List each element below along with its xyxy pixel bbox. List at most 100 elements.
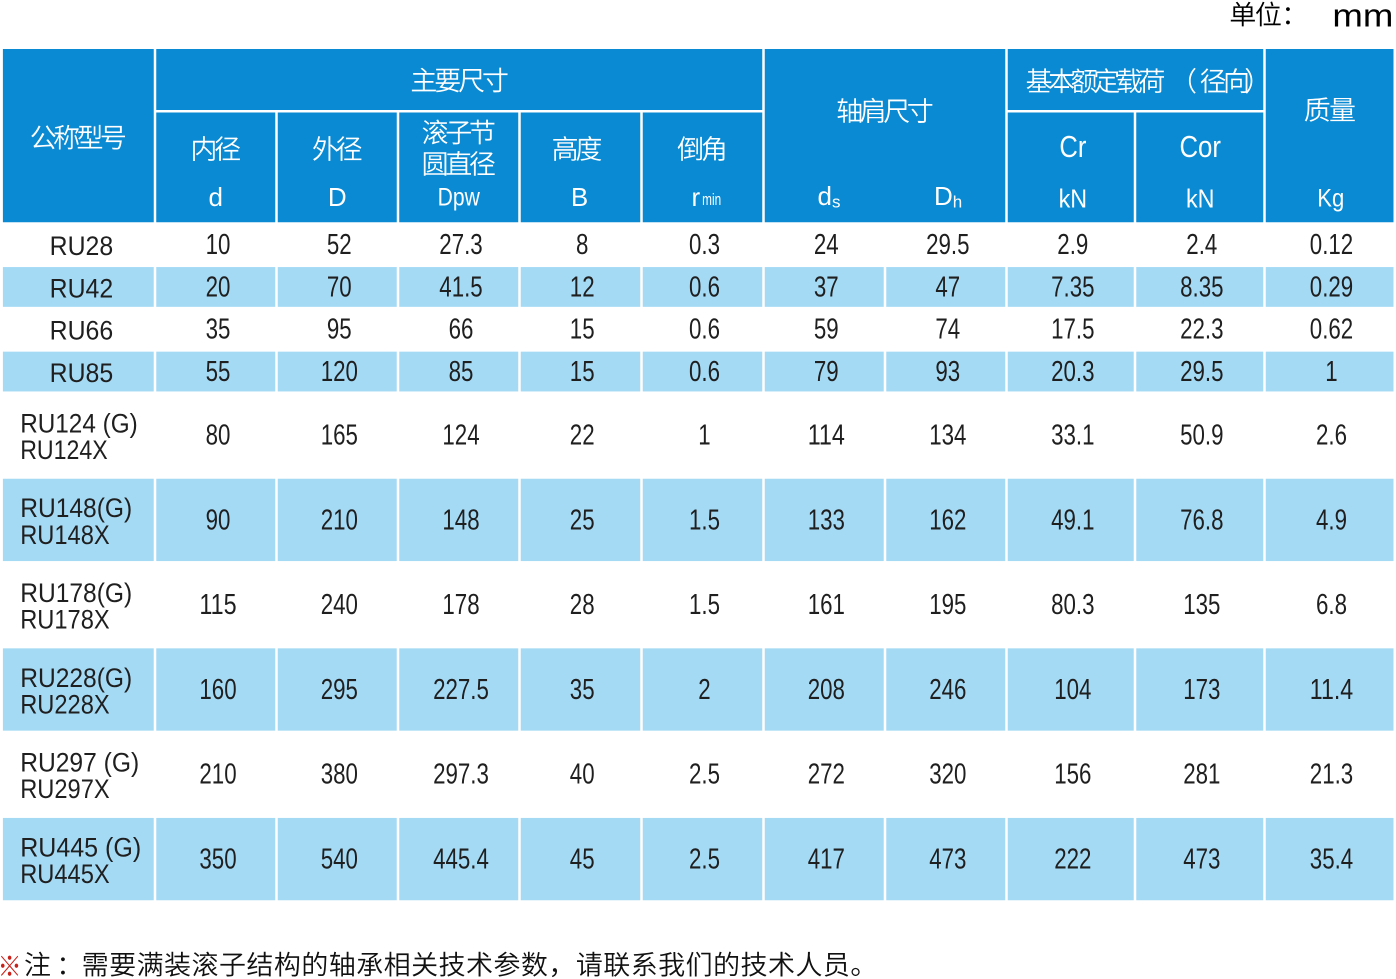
svg-text:297.3: 297.3	[433, 759, 489, 791]
svg-text:195: 195	[929, 589, 966, 621]
svg-text:0.3: 0.3	[689, 229, 720, 261]
svg-text:Kg: Kg	[1317, 184, 1344, 212]
svg-text:165: 165	[321, 420, 358, 452]
svg-text:Cor: Cor	[1179, 129, 1221, 164]
svg-text:40: 40	[570, 759, 595, 791]
svg-text:22.3: 22.3	[1180, 314, 1223, 346]
svg-text:222: 222	[1054, 844, 1091, 876]
svg-text:24: 24	[814, 229, 839, 261]
svg-text:7.35: 7.35	[1051, 271, 1094, 303]
svg-text:1: 1	[1325, 356, 1337, 388]
svg-text:8.35: 8.35	[1180, 271, 1223, 303]
svg-text:20: 20	[206, 271, 231, 303]
svg-text:29.5: 29.5	[1180, 356, 1223, 388]
svg-text:21.3: 21.3	[1310, 759, 1353, 791]
svg-text:8: 8	[576, 229, 588, 261]
svg-text:RU297 (G): RU297 (G)	[20, 748, 139, 778]
svg-text:11.4: 11.4	[1310, 674, 1353, 706]
svg-text:0.6: 0.6	[689, 271, 720, 303]
svg-text:0.6: 0.6	[689, 356, 720, 388]
svg-text:15: 15	[570, 314, 595, 346]
svg-text:380: 380	[321, 759, 358, 791]
svg-text:135: 135	[1183, 589, 1220, 621]
svg-text:kN: kN	[1059, 184, 1088, 214]
svg-text:210: 210	[199, 759, 236, 791]
svg-text:RU124 (G): RU124 (G)	[20, 408, 138, 438]
svg-text:1.5: 1.5	[689, 504, 720, 536]
svg-text:210: 210	[321, 504, 358, 536]
svg-text:473: 473	[1183, 844, 1220, 876]
svg-text:320: 320	[929, 759, 966, 791]
svg-text:281: 281	[1183, 759, 1220, 791]
svg-text:2: 2	[698, 674, 710, 706]
svg-text:55: 55	[206, 356, 231, 388]
svg-text:52: 52	[327, 229, 352, 261]
svg-text:B: B	[571, 182, 588, 212]
svg-text:RU85: RU85	[50, 358, 114, 388]
svg-text:160: 160	[199, 674, 236, 706]
svg-text:37: 37	[814, 271, 839, 303]
svg-text:RU124X: RU124X	[20, 435, 108, 465]
svg-text:35: 35	[206, 314, 231, 346]
svg-text:10: 10	[206, 229, 231, 261]
svg-text:17.5: 17.5	[1051, 314, 1094, 346]
svg-text:133: 133	[808, 504, 845, 536]
svg-text:148: 148	[442, 504, 479, 536]
svg-text:115: 115	[199, 589, 236, 621]
svg-text:80: 80	[206, 420, 231, 452]
svg-text:25: 25	[570, 504, 595, 536]
svg-text:0.6: 0.6	[689, 314, 720, 346]
svg-text:114: 114	[808, 420, 845, 452]
svg-text:93: 93	[935, 356, 960, 388]
svg-text:2.4: 2.4	[1186, 229, 1217, 261]
svg-text:208: 208	[808, 674, 845, 706]
svg-text:445.4: 445.4	[433, 844, 489, 876]
svg-text:79: 79	[814, 356, 839, 388]
svg-text:Cr: Cr	[1059, 129, 1086, 164]
svg-text:2.9: 2.9	[1057, 229, 1088, 261]
svg-text:162: 162	[929, 504, 966, 536]
svg-text:295: 295	[321, 674, 358, 706]
svg-text:d: d	[209, 182, 223, 212]
svg-text:2.5: 2.5	[689, 844, 720, 876]
svg-text:473: 473	[929, 844, 966, 876]
svg-text:47: 47	[935, 271, 960, 303]
svg-text:RU178(G): RU178(G)	[20, 578, 132, 608]
svg-text:70: 70	[327, 271, 352, 303]
svg-text:74: 74	[935, 314, 960, 346]
svg-text:178: 178	[442, 589, 479, 621]
svg-text:kN: kN	[1186, 184, 1215, 214]
svg-text:0.62: 0.62	[1310, 314, 1353, 346]
svg-text:28: 28	[570, 589, 595, 621]
svg-text:156: 156	[1054, 759, 1091, 791]
svg-text:33.1: 33.1	[1051, 420, 1094, 452]
svg-text:350: 350	[199, 844, 236, 876]
svg-text:RU148(G): RU148(G)	[20, 493, 132, 523]
svg-text:124: 124	[442, 420, 479, 452]
svg-text:1.5: 1.5	[689, 589, 720, 621]
svg-text:35: 35	[570, 674, 595, 706]
svg-text:mm: mm	[1332, 0, 1393, 33]
svg-text:RU228X: RU228X	[20, 689, 110, 719]
svg-text:RU445X: RU445X	[20, 859, 110, 889]
svg-text:Dpw: Dpw	[438, 183, 481, 211]
svg-text:173: 173	[1183, 674, 1220, 706]
svg-text:RU178X: RU178X	[20, 605, 110, 635]
svg-text:246: 246	[929, 674, 966, 706]
svg-text:104: 104	[1054, 674, 1091, 706]
svg-text:240: 240	[321, 589, 358, 621]
svg-text:227.5: 227.5	[433, 674, 489, 706]
svg-text:134: 134	[929, 420, 966, 452]
svg-text:20.3: 20.3	[1051, 356, 1094, 388]
svg-text:12: 12	[570, 271, 595, 303]
svg-text:540: 540	[321, 844, 358, 876]
svg-text:RU148X: RU148X	[20, 520, 110, 550]
svg-text:85: 85	[449, 356, 474, 388]
svg-text:29.5: 29.5	[926, 229, 969, 261]
svg-text:95: 95	[327, 314, 352, 346]
svg-text:66: 66	[449, 314, 474, 346]
svg-text:22: 22	[570, 420, 595, 452]
svg-text:2.6: 2.6	[1316, 420, 1347, 452]
svg-text:RU66: RU66	[50, 316, 114, 346]
svg-text:272: 272	[808, 759, 845, 791]
